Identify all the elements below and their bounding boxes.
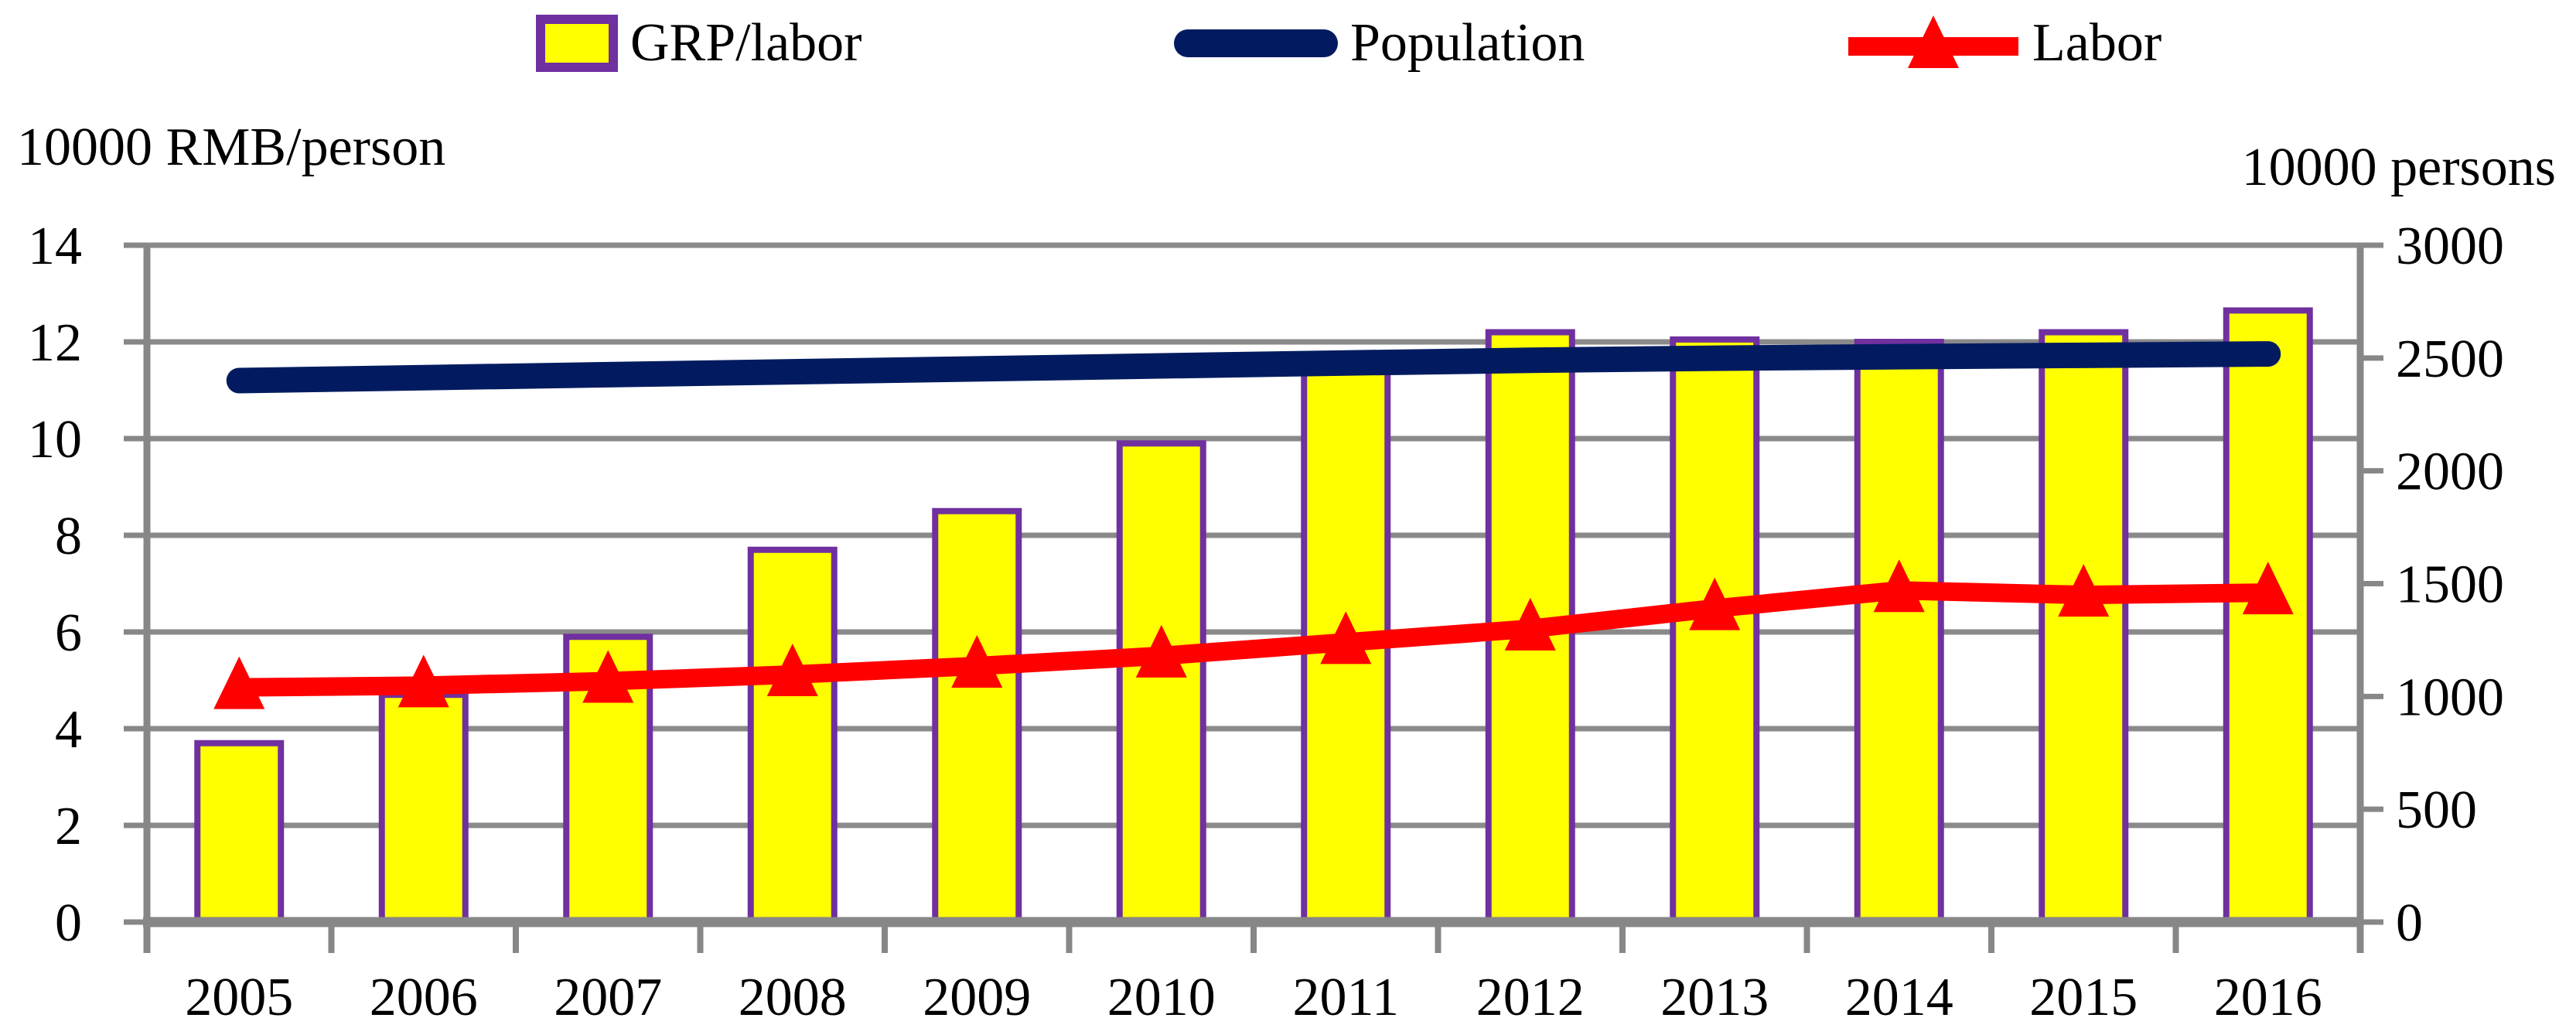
x-axis-tick-label: 2014 — [1845, 968, 1953, 1027]
x-axis-tick-label: 2012 — [1476, 968, 1585, 1027]
left-axis-tick-label: 14 — [28, 217, 82, 276]
left-axis-title: 10000 RMB/person — [17, 118, 446, 177]
x-axis-tick-label: 2010 — [1107, 968, 1216, 1027]
x-axis-tick-label: 2006 — [370, 968, 478, 1027]
legend-item-labor: Labor — [1847, 9, 2161, 77]
x-axis-tick-label: 2013 — [1660, 968, 1769, 1027]
legend-item-population: Population — [1174, 9, 1585, 77]
x-axis-tick-label: 2009 — [923, 968, 1031, 1027]
legend-item-grp-labor: GRP/labor — [536, 9, 862, 77]
labor-marker-2010 — [1135, 624, 1187, 678]
right-axis-tick-label: 0 — [2396, 893, 2423, 953]
x-axis-tick-label: 2005 — [185, 968, 293, 1027]
grp-labor-bar-2014 — [1854, 339, 1944, 925]
x-axis-tick-label: 2016 — [2214, 968, 2322, 1027]
right-axis-tick-label: 2000 — [2396, 442, 2504, 502]
labor-line — [230, 581, 2277, 697]
grp-labor-bar-2006 — [378, 692, 469, 925]
right-axis-tick-label: 500 — [2396, 781, 2477, 840]
grp-labor-bar-2005 — [194, 740, 285, 925]
right-axis-tick-label: 1000 — [2396, 668, 2504, 727]
labor-marker-2006 — [397, 654, 449, 708]
labor-marker-2015 — [2058, 564, 2110, 617]
right-axis-tick-label: 2500 — [2396, 330, 2504, 389]
labor-marker-2005 — [213, 656, 265, 709]
grp-labor-bar-2013 — [1670, 336, 1760, 925]
labor-marker-2012 — [1504, 597, 1556, 651]
labor-marker-2009 — [951, 634, 1003, 688]
x-axis-tick-label: 2015 — [2029, 968, 2138, 1027]
x-axis-tick-label: 2007 — [554, 968, 662, 1027]
legend-label-labor: Labor — [2032, 13, 2162, 73]
left-axis-tick-label: 4 — [55, 700, 82, 760]
labor-marker-2008 — [766, 644, 818, 697]
labor-marker-2014 — [1873, 559, 1925, 613]
labor-marker-2007 — [582, 650, 634, 703]
x-axis-tick-label: 2011 — [1293, 968, 1399, 1027]
left-axis-tick-label: 10 — [28, 410, 82, 470]
right-axis-title: 10000 persons — [2241, 138, 2556, 197]
triangle-line-swatch-icon — [1847, 11, 2020, 76]
grp-labor-bar-2009 — [932, 507, 1022, 925]
left-axis-tick-label: 12 — [28, 313, 82, 373]
right-axis-tick-label: 1500 — [2396, 555, 2504, 615]
line-swatch-icon — [1174, 29, 1338, 57]
left-axis-tick-label: 0 — [55, 893, 82, 953]
left-axis-tick-label: 6 — [55, 603, 82, 663]
grp-labor-bar-2008 — [747, 546, 838, 925]
left-axis-tick-label: 2 — [55, 797, 82, 856]
bar-swatch-icon — [536, 15, 618, 72]
legend-label-grp-labor: GRP/labor — [630, 13, 862, 73]
population-line — [226, 341, 2281, 394]
left-axis-tick-label: 8 — [55, 507, 82, 566]
x-axis-tick-label: 2008 — [739, 968, 847, 1027]
labor-marker-2013 — [1689, 577, 1741, 630]
grp-labor-bar-2010 — [1116, 440, 1206, 925]
legend-label-population: Population — [1350, 13, 1585, 73]
grp-labor-bar-2015 — [2039, 329, 2129, 925]
right-axis-tick-label: 3000 — [2396, 217, 2504, 276]
grp-labor-bar-2016 — [2223, 307, 2313, 925]
labor-marker-2016 — [2242, 562, 2294, 615]
labor-marker-2011 — [1320, 611, 1372, 664]
